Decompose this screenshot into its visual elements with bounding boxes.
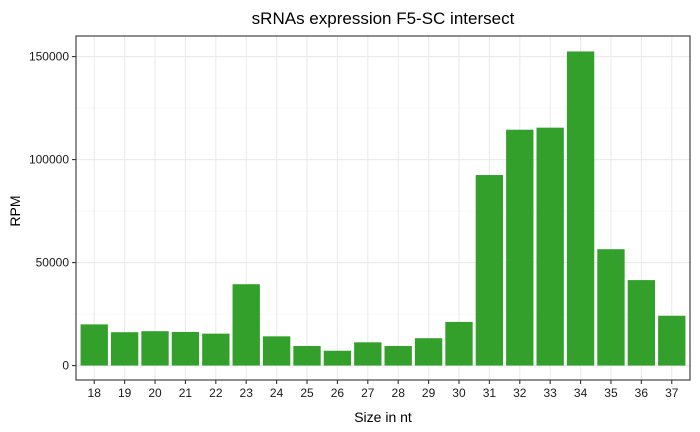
x-tick-label: 27 <box>361 386 375 400</box>
x-tick-label: 32 <box>513 386 527 400</box>
bar-26 <box>323 350 352 366</box>
x-tick-label: 25 <box>300 386 314 400</box>
bar-34 <box>566 51 595 366</box>
chart-title: sRNAs expression F5-SC intersect <box>252 9 515 28</box>
bar-27 <box>354 342 382 366</box>
y-axis-ticks: 0 50000 100000 150000 <box>29 50 76 373</box>
bar-19 <box>110 332 139 366</box>
x-axis-ticks: 18 19 20 21 22 23 24 25 26 27 28 29 30 31 32 33 34 35 36 37 <box>88 380 679 400</box>
x-tick-label: 36 <box>635 386 649 400</box>
bar-36 <box>627 280 656 366</box>
x-tick-label: 20 <box>148 386 162 400</box>
bar-31 <box>475 175 504 366</box>
bar-24 <box>262 336 291 366</box>
bar-29 <box>414 338 443 366</box>
x-tick-label: 28 <box>392 386 406 400</box>
bar-20 <box>141 331 169 366</box>
x-axis-title: Size in nt <box>354 409 412 425</box>
bar-21 <box>171 332 200 366</box>
x-tick-label: 34 <box>574 386 588 400</box>
y-tick-label: 100000 <box>29 153 69 167</box>
x-tick-label: 31 <box>483 386 497 400</box>
bars <box>80 51 686 366</box>
x-tick-label: 37 <box>665 386 679 400</box>
bar-35 <box>597 249 625 366</box>
x-tick-label: 35 <box>604 386 618 400</box>
bar-18 <box>80 324 108 366</box>
x-tick-label: 23 <box>240 386 254 400</box>
y-tick-label: 150000 <box>29 50 69 64</box>
x-tick-label: 29 <box>422 386 436 400</box>
bar-23 <box>232 284 260 366</box>
y-axis-title: RPM <box>7 195 23 226</box>
y-tick-label: 50000 <box>36 256 70 270</box>
x-tick-label: 21 <box>179 386 193 400</box>
x-tick-label: 19 <box>118 386 132 400</box>
y-tick-label: 0 <box>62 359 69 373</box>
bar-33 <box>536 127 564 366</box>
bar-30 <box>445 321 473 366</box>
x-tick-label: 26 <box>331 386 345 400</box>
x-tick-label: 24 <box>270 386 284 400</box>
bar-28 <box>384 346 412 366</box>
bar-22 <box>202 333 230 366</box>
bar-37 <box>658 315 686 366</box>
panel-border <box>75 35 691 381</box>
x-tick-label: 22 <box>209 386 223 400</box>
x-tick-label: 33 <box>543 386 557 400</box>
bar-25 <box>293 346 321 366</box>
x-tick-label: 18 <box>88 386 102 400</box>
x-tick-label: 30 <box>452 386 466 400</box>
bar-32 <box>506 129 534 366</box>
